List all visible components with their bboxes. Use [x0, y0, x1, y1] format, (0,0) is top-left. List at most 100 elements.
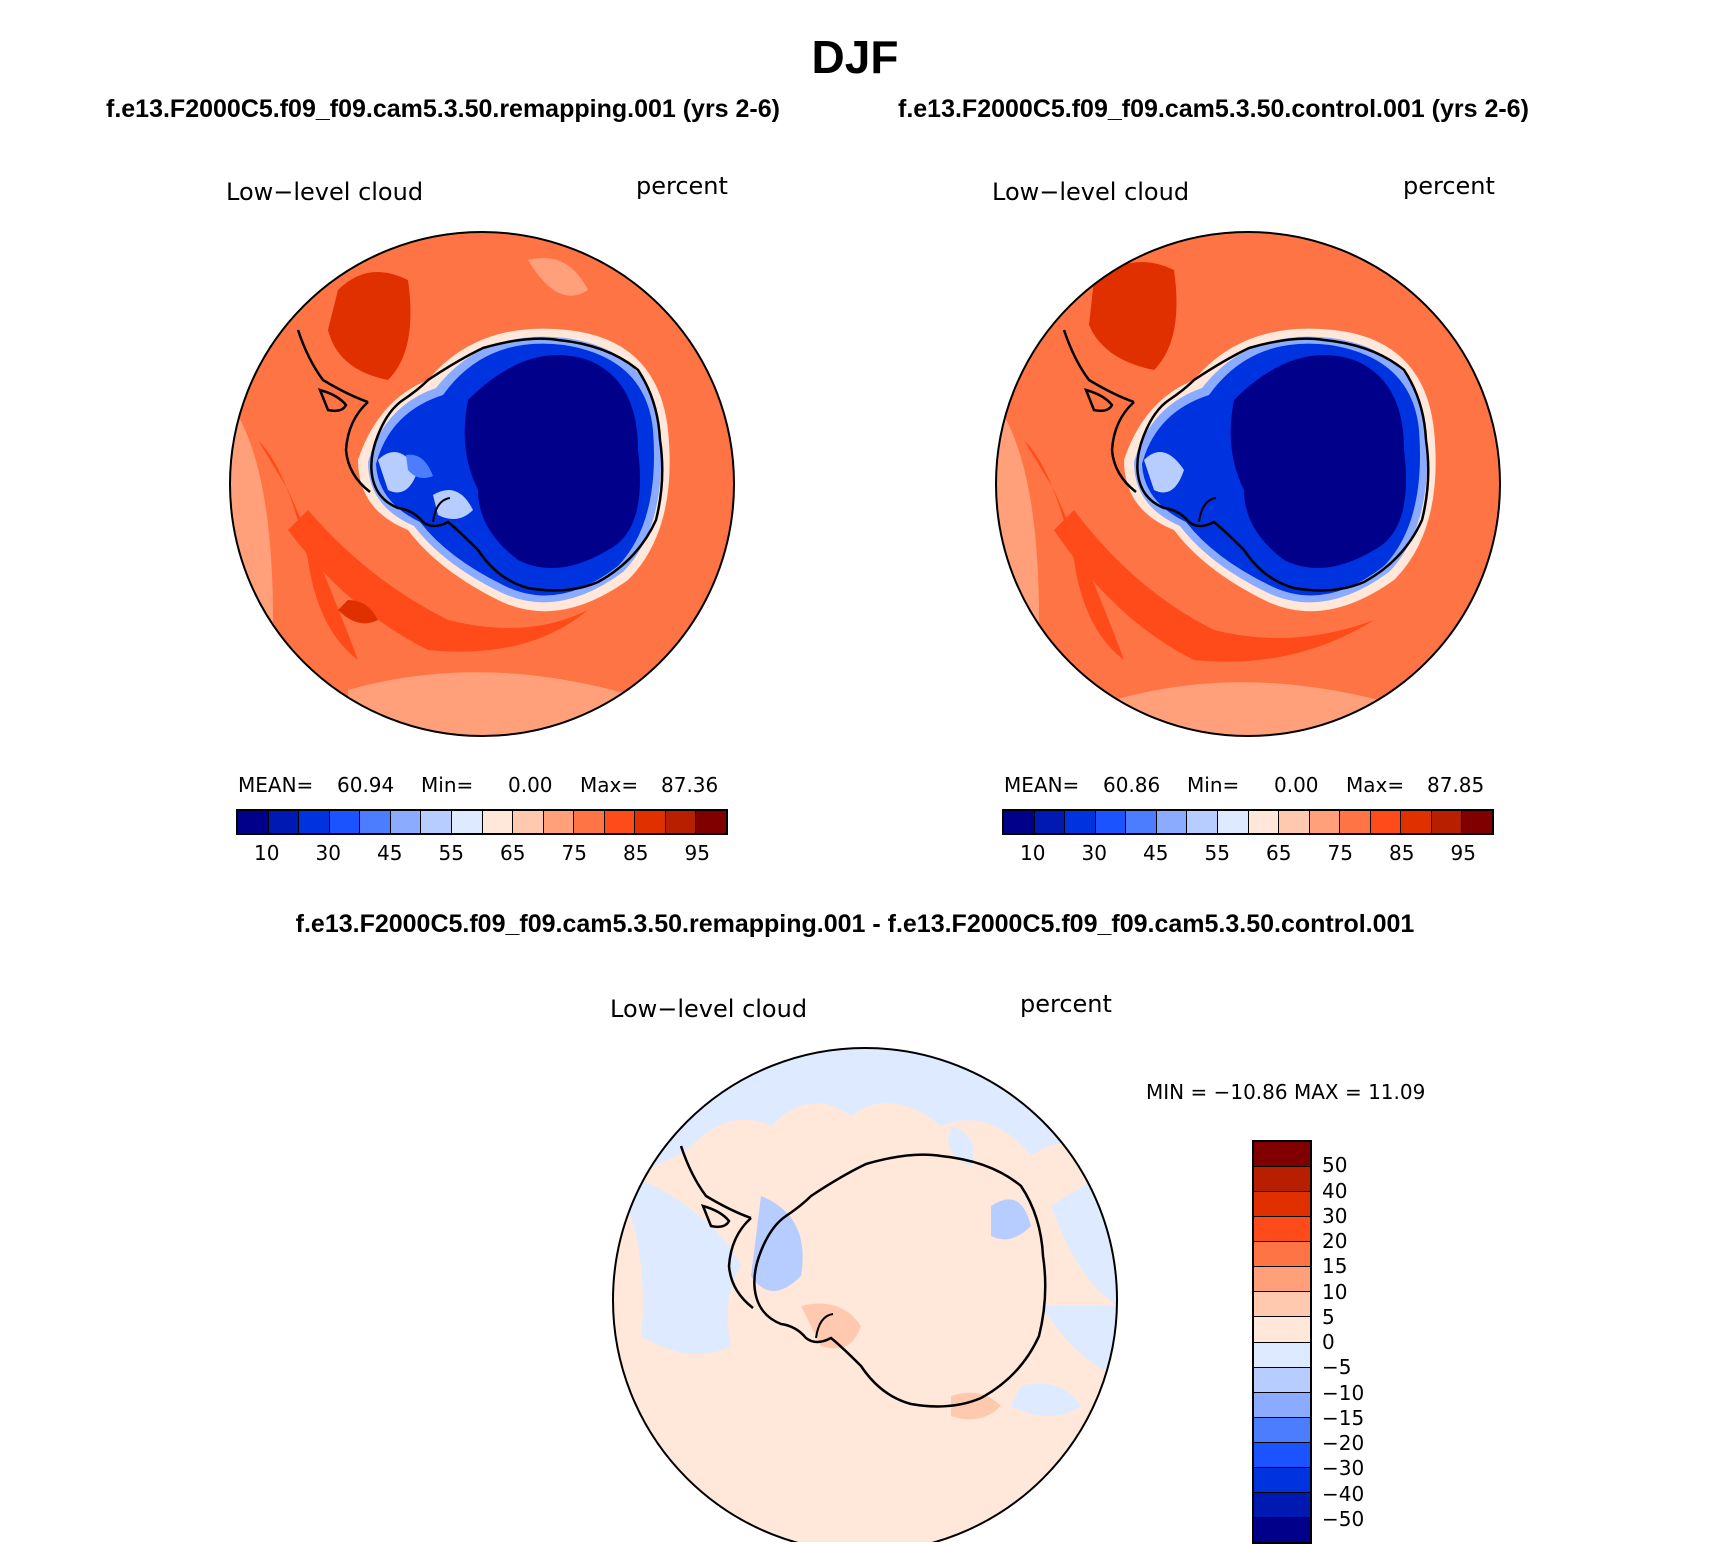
panel-2-variable-label: Low−level cloud	[992, 178, 1190, 206]
figure-title: DJF	[811, 31, 899, 83]
diff-colorbar-tick-label: 30	[1322, 1203, 1348, 1228]
panel-2-colorbar-box	[1370, 811, 1402, 833]
diff-colorbar-tick-label: −50	[1322, 1506, 1365, 1531]
panel-2-colorbar-tick-label: 65	[1266, 841, 1292, 865]
panel-1-colorbar	[236, 809, 728, 835]
diff-colorbar-tick-label: 10	[1322, 1279, 1348, 1304]
panel-2-colorbar	[1002, 809, 1494, 835]
diff-colorbar	[1252, 1140, 1312, 1544]
diff-colorbar-tick-label: 0	[1322, 1330, 1335, 1354]
diff-colorbar-box	[1254, 1392, 1310, 1418]
diff-colorbar-box	[1254, 1292, 1310, 1318]
panel-2-colorbar-tick-label: 10	[1020, 841, 1046, 865]
diff-colorbar-box	[1254, 1167, 1310, 1193]
panel-1-min-label: Min=	[421, 773, 474, 797]
panel-1-colorbar-tick-label: 75	[561, 841, 587, 865]
panel-2-colorbar-box	[1187, 811, 1218, 833]
panel-1-colorbar-box	[574, 811, 605, 833]
diff-colorbar-box	[1254, 1442, 1310, 1468]
diff-colorbar-box	[1254, 1517, 1310, 1542]
diff-colorbar-box	[1254, 1217, 1310, 1243]
diff-colorbar-tick-label: 50	[1322, 1153, 1348, 1178]
panel-2-colorbar-box	[1401, 811, 1432, 833]
panel-2-colorbar-box	[1095, 811, 1127, 833]
panel-2-max-label: Max=	[1346, 773, 1405, 797]
diff-colorbar-tick-label: 20	[1322, 1229, 1348, 1253]
panel-2-colorbar-tick-label: 55	[1204, 841, 1230, 865]
panel-1-colorbar-tick-label: 85	[623, 841, 649, 865]
panel-2-colorbar-box	[1065, 811, 1096, 833]
diff-colorbar-box	[1254, 1317, 1310, 1343]
diff-colorbar-box	[1254, 1142, 1310, 1168]
diff-colorbar-tick-label: −10	[1322, 1380, 1365, 1405]
diff-colorbar-tick-label: 15	[1322, 1254, 1348, 1279]
panel-2-min-value: 0.00	[1274, 773, 1319, 797]
panel-1-colorbar-box	[329, 811, 361, 833]
diff-colorbar-box	[1254, 1467, 1310, 1493]
diff-colorbar-box	[1254, 1417, 1310, 1443]
diff-colorbar-box	[1254, 1342, 1310, 1368]
panel-1-colorbar-box	[543, 811, 575, 833]
panel-1-units-label: percent	[636, 172, 728, 200]
panel-2-colorbar-box	[1431, 811, 1463, 833]
panel-2-colorbar-box	[1248, 811, 1280, 833]
panel-2-colorbar-box	[1309, 811, 1341, 833]
panel-1-max-label: Max=	[580, 773, 639, 797]
panel-1-colorbar-tick-label: 30	[315, 841, 341, 865]
panel-1-colorbar-tick-label: 55	[438, 841, 464, 865]
panel-1-min-value: 0.00	[508, 773, 553, 797]
panel-2-colorbar-box	[1340, 811, 1371, 833]
panel-1-polar-map	[229, 231, 735, 737]
panel-1-mean-label: MEAN=	[238, 773, 314, 797]
panel-2-colorbar-box	[1034, 811, 1066, 833]
diff-colorbar-tick-label: 40	[1322, 1178, 1348, 1203]
panel-2-colorbar-tick-label: 45	[1143, 841, 1169, 865]
diff-variable-label: Low−level cloud	[610, 995, 808, 1023]
diff-units-label: percent	[1020, 990, 1112, 1018]
panel-2-colorbar-box	[1126, 811, 1157, 833]
panel-1-colorbar-box	[665, 811, 697, 833]
panel-1-case-title: f.e13.F2000C5.f09_f09.cam5.3.50.remappin…	[106, 95, 780, 123]
panel-2-colorbar-tick-label: 30	[1081, 841, 1107, 865]
panel-2-colorbar-tick-label: 75	[1327, 841, 1353, 865]
panel-2-case-title: f.e13.F2000C5.f09_f09.cam5.3.50.control.…	[898, 95, 1529, 123]
panel-1-colorbar-box	[451, 811, 483, 833]
panel-1-variable-label: Low−level cloud	[226, 178, 424, 206]
panel-2-polar-map	[995, 231, 1501, 737]
panel-1-colorbar-box	[268, 811, 300, 833]
panel-1-colorbar-box	[513, 811, 544, 833]
diff-colorbar-tick-label: −5	[1322, 1355, 1352, 1380]
difference-polar-map	[612, 1047, 1118, 1542]
diff-colorbar-tick-label: −30	[1322, 1456, 1365, 1481]
difference-title: f.e13.F2000C5.f09_f09.cam5.3.50.remappin…	[295, 910, 1415, 938]
panel-2-colorbar-box	[1217, 811, 1249, 833]
panel-2-mean-label: MEAN=	[1004, 773, 1080, 797]
panel-1-max-value: 87.36	[661, 773, 719, 797]
panel-1-colorbar-tick-label: 45	[377, 841, 403, 865]
diff-colorbar-box	[1254, 1492, 1310, 1518]
diff-colorbar-tick-label: −20	[1322, 1431, 1365, 1455]
diff-colorbar-box	[1254, 1367, 1310, 1393]
panel-1-colorbar-box	[421, 811, 452, 833]
panel-2-colorbar-box	[1004, 811, 1035, 833]
panel-2-max-value: 87.85	[1427, 773, 1485, 797]
diff-colorbar-box	[1254, 1242, 1310, 1268]
panel-1-colorbar-box	[390, 811, 422, 833]
panel-2-colorbar-box	[1156, 811, 1188, 833]
panel-1-colorbar-box	[604, 811, 636, 833]
panel-1-colorbar-tick-label: 95	[684, 841, 710, 865]
panel-2-colorbar-box	[1462, 811, 1492, 833]
panel-1-colorbar-tick-label: 10	[254, 841, 280, 865]
panel-1-colorbar-tick-label: 65	[500, 841, 526, 865]
panel-1-colorbar-box	[482, 811, 514, 833]
panel-1-colorbar-box	[696, 811, 726, 833]
panel-2-min-label: Min=	[1187, 773, 1240, 797]
diff-minmax-label: MIN = −10.86 MAX = 11.09	[1146, 1080, 1426, 1104]
panel-1-colorbar-box	[360, 811, 391, 833]
diff-colorbar-tick-label: 5	[1322, 1304, 1335, 1329]
panel-2-colorbar-tick-label: 85	[1389, 841, 1415, 865]
diff-colorbar-box	[1254, 1267, 1310, 1293]
diff-colorbar-tick-label: −40	[1322, 1481, 1365, 1506]
panel-1-mean-value: 60.94	[337, 773, 395, 797]
diff-colorbar-box	[1254, 1192, 1310, 1218]
